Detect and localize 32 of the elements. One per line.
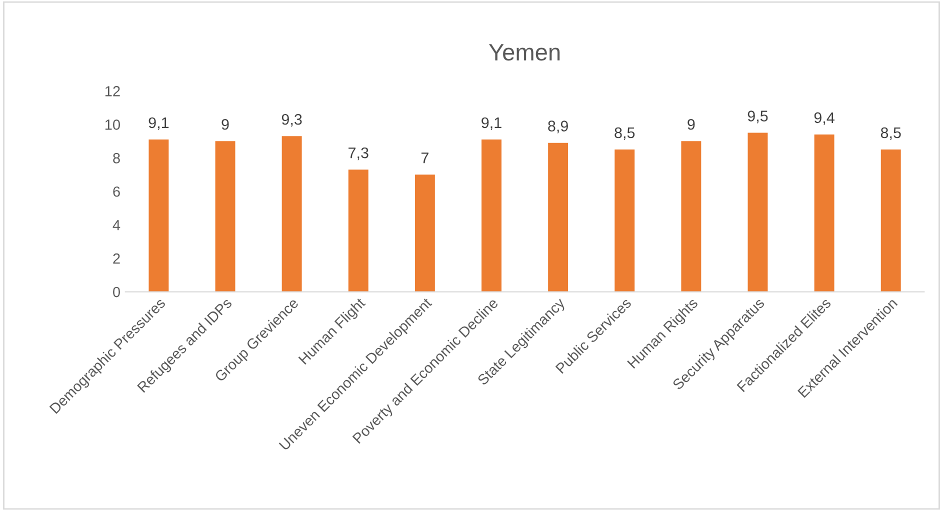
bar (548, 142, 568, 292)
y-tick-label: 6 (113, 186, 120, 197)
y-tick-label: 4 (112, 220, 120, 230)
bar (414, 174, 435, 292)
bar (681, 141, 702, 292)
bar (148, 139, 169, 292)
data-label: 9,4 (814, 112, 834, 125)
bar (748, 132, 768, 292)
bar (282, 136, 302, 292)
data-label: 9,1 (482, 117, 502, 130)
data-label: 9 (222, 118, 229, 130)
data-label: 9 (688, 118, 695, 130)
data-label: 7 (421, 152, 428, 164)
chart-title: Yemen (488, 44, 560, 61)
data-label: 8,9 (548, 120, 568, 134)
data-label: 7,3 (348, 147, 368, 160)
bar (482, 139, 502, 292)
bar (215, 141, 236, 292)
data-label: 9,5 (748, 110, 768, 124)
y-tick-label: 10 (105, 120, 120, 130)
y-tick-label: 2 (113, 253, 120, 264)
data-label: 8,5 (880, 127, 901, 140)
data-label: 8,5 (614, 127, 635, 140)
data-label: 9,1 (148, 117, 169, 130)
bar (614, 150, 635, 292)
data-label: 9,3 (282, 114, 302, 127)
y-tick-label: 12 (105, 86, 120, 96)
bar (880, 150, 901, 292)
bar (348, 170, 368, 292)
y-tick-label: 8 (113, 153, 120, 164)
bar (814, 134, 834, 292)
y-tick-label: 0 (113, 286, 120, 298)
